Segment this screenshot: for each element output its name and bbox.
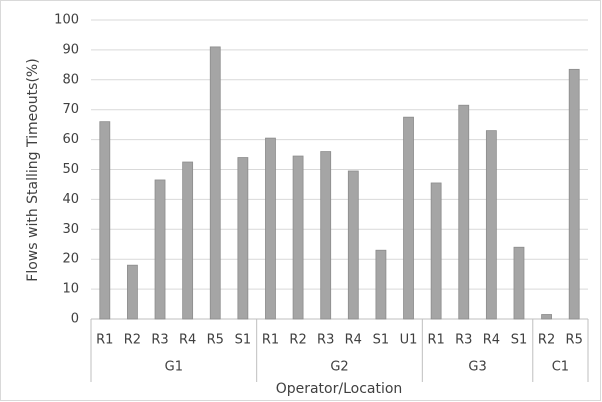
y-tick-label: 10 (62, 282, 79, 297)
bar (292, 155, 304, 320)
x-tick-label: R3 (317, 333, 334, 348)
x-tick-label: R1 (96, 333, 113, 348)
y-tick-label: 40 (62, 192, 79, 207)
bar (458, 104, 470, 320)
x-tick-label: R3 (455, 333, 472, 348)
bar (485, 130, 497, 320)
y-tick-label: 50 (62, 162, 79, 177)
bar (403, 116, 414, 320)
group-label: C1 (552, 360, 569, 375)
bar (347, 170, 359, 320)
x-tick-label: R2 (538, 333, 555, 348)
x-tick-label: R5 (207, 333, 224, 348)
x-tick-label: R4 (483, 333, 500, 348)
bar (568, 68, 580, 320)
y-tick-label: 0 (71, 312, 79, 327)
y-tick-label: 20 (62, 252, 79, 267)
y-tick-label: 90 (62, 42, 79, 57)
group-label: G2 (330, 360, 348, 375)
bar (209, 46, 221, 320)
x-tick-label: R2 (289, 333, 306, 348)
bar (127, 264, 138, 320)
x-tick-label: R4 (345, 333, 362, 348)
y-tick-label: 80 (62, 72, 79, 87)
x-tick-label: S1 (511, 333, 528, 348)
x-axis-title: Operator/Location (276, 381, 403, 397)
bar (513, 246, 525, 320)
y-tick-label: 30 (62, 222, 79, 237)
bar (154, 179, 166, 320)
y-tick-label: 70 (62, 102, 79, 117)
x-tick-label: R4 (179, 333, 196, 348)
x-tick-label: S1 (235, 333, 252, 348)
y-tick-label: 60 (62, 132, 79, 147)
bar (99, 121, 111, 320)
bar (375, 249, 387, 320)
x-tick-label: R5 (566, 333, 583, 348)
y-tick-label: 100 (54, 13, 79, 28)
group-label: G3 (468, 360, 486, 375)
x-tick-label: U1 (400, 333, 418, 348)
group-label: G1 (165, 360, 183, 375)
bar (182, 161, 194, 320)
x-tick-label: R2 (124, 333, 141, 348)
x-tick-label: R1 (427, 333, 444, 348)
x-tick-label: R3 (151, 333, 168, 348)
x-tick-label: R1 (262, 333, 279, 348)
x-tick-label: S1 (373, 333, 390, 348)
bar (541, 314, 552, 320)
bar (265, 137, 276, 320)
bar (237, 157, 249, 320)
bar (320, 151, 332, 320)
bar (430, 182, 442, 320)
y-axis-title: Flows with Stalling Timeouts(%) (25, 58, 41, 281)
